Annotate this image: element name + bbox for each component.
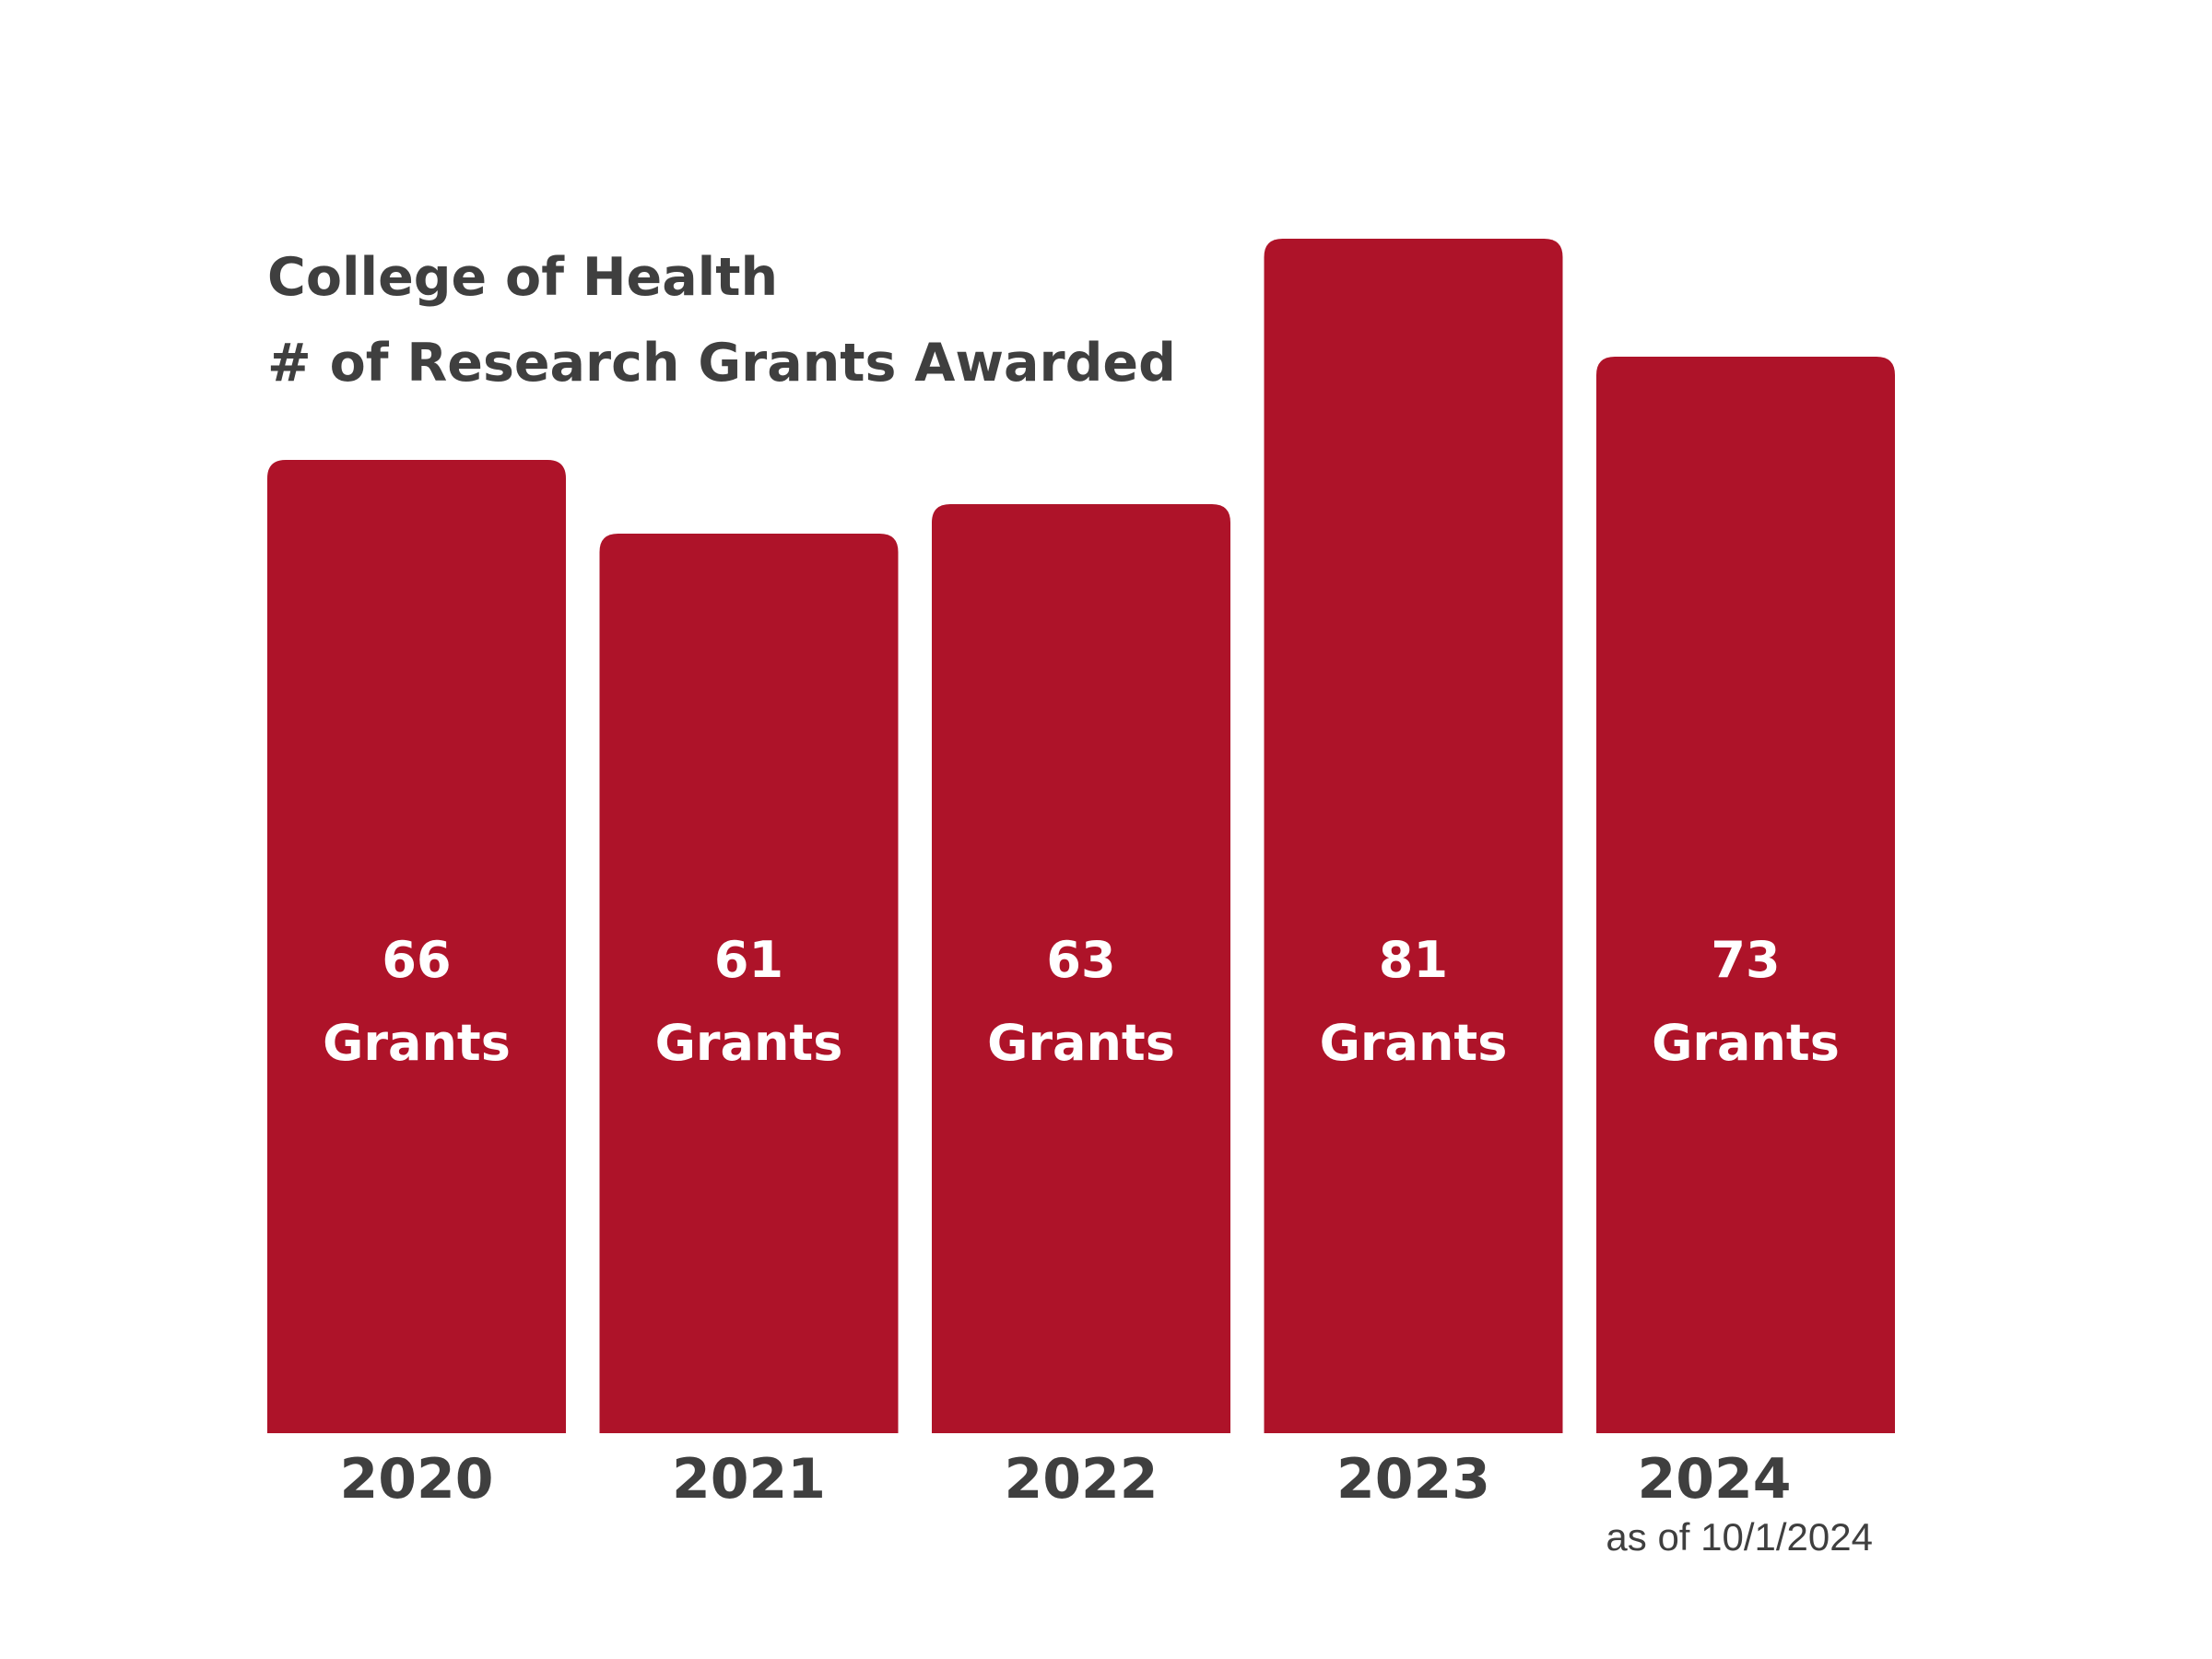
x-tick-label-2020: 2020	[340, 1447, 494, 1512]
bar-value-label-2024: 73	[1711, 931, 1780, 989]
chart-title: College of Health # of Research Grants A…	[267, 247, 1176, 394]
bar-unit-label-2022: Grants	[987, 1014, 1175, 1072]
bar-unit-label-2024: Grants	[1652, 1014, 1840, 1072]
bar-2020	[267, 460, 566, 1433]
bar-2023	[1264, 239, 1563, 1433]
bar-value-label-2020: 66	[382, 931, 451, 989]
bar-unit-label-2023: Grants	[1320, 1014, 1508, 1072]
x-tick-label-2024: 2024	[1638, 1447, 1792, 1512]
bar-value-label-2021: 61	[714, 931, 783, 989]
bar-unit-label-2020: Grants	[323, 1014, 511, 1072]
chart-title-line-2: # of Research Grants Awarded	[267, 333, 1176, 394]
bars-group	[267, 239, 1895, 1433]
bar-2024	[1596, 357, 1895, 1433]
bar-2021	[599, 534, 899, 1433]
bar-value-label-2023: 81	[1379, 931, 1448, 989]
x-tick-label-2023: 2023	[1336, 1447, 1490, 1512]
bar-unit-label-2021: Grants	[655, 1014, 843, 1072]
bar-value-label-2022: 63	[1046, 931, 1115, 989]
x-tick-label-2022: 2022	[1005, 1447, 1159, 1512]
x-tick-note-2024: as of 10/1/2024	[1606, 1515, 1873, 1559]
bar-2022	[932, 504, 1230, 1433]
labels-group: 66 Grants 2020 61 Grants 2021 63 Grants 2022 81 Gr…	[323, 931, 1873, 1559]
chart-title-line-1: College of Health	[267, 247, 778, 308]
x-tick-label-2021: 2021	[672, 1447, 826, 1512]
